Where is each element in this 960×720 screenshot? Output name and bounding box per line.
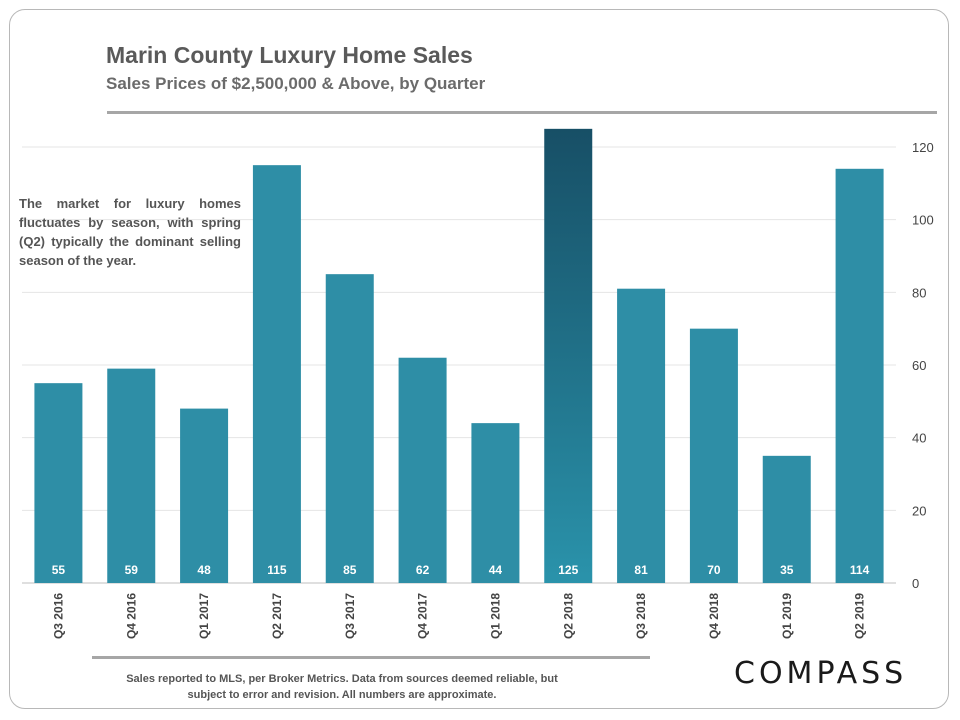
x-tick-label: Q2 2017 [270,593,284,639]
bar [689,328,738,583]
x-tick-label: Q4 2018 [707,593,721,639]
value-label: 59 [125,563,139,577]
value-label: 48 [197,563,211,577]
bar [180,408,229,583]
bar [398,357,447,583]
x-axis-ticks: Q3 2016 Q4 2016 Q1 2017 Q2 2017 Q3 2017 Q4 20… [51,593,866,639]
bars [34,128,884,584]
bar [762,455,811,583]
value-label: 55 [52,563,66,577]
value-label: 81 [634,563,648,577]
value-label: 125 [558,563,578,577]
x-tick-label: Q1 2019 [780,593,794,639]
value-label: 115 [267,563,287,577]
source-footnote: Sales reported to MLS, per Broker Metric… [92,671,592,703]
footnote-line-2: subject to error and revision. All numbe… [187,689,497,701]
chart-subtitle: Sales Prices of $2,500,000 & Above, by Q… [106,74,486,93]
y-tick-label: 120 [912,140,934,155]
y-tick-label: 20 [912,503,926,518]
bar [107,368,156,583]
bar [34,383,83,583]
slide-card [9,9,949,709]
x-tick-label: Q4 2016 [124,593,138,639]
y-tick-label: 80 [912,285,926,300]
x-tick-label: Q3 2017 [343,593,357,639]
chart-title: Marin County Luxury Home Sales [106,42,473,68]
value-label: 44 [489,563,503,577]
bar [252,165,301,583]
value-label: 35 [780,563,794,577]
bar [617,288,666,583]
x-tick-label: Q1 2018 [488,593,502,639]
value-label: 85 [343,563,357,577]
y-tick-label: 0 [912,576,919,591]
gridlines [22,146,896,584]
y-tick-label: 60 [912,358,926,373]
compass-logo: COMPASS [734,656,908,691]
bar [325,274,374,583]
x-tick-label: Q2 2018 [561,593,575,639]
x-tick-label: Q1 2017 [197,593,211,639]
x-tick-label: Q2 2019 [853,593,867,639]
header-divider [107,111,937,114]
y-tick-label: 40 [912,431,926,446]
footnote-line-1: Sales reported to MLS, per Broker Metric… [126,673,558,685]
value-label: 114 [850,563,870,577]
bar [835,168,884,584]
x-tick-label: Q3 2016 [51,593,65,639]
value-label: 62 [416,563,430,577]
bar [471,423,520,583]
chart-annotation: The market for luxury homes fluctuates b… [19,196,241,268]
value-label: 70 [707,563,721,577]
x-tick-label: Q3 2018 [634,593,648,639]
footer-divider [92,656,650,659]
x-tick-label: Q4 2017 [416,593,430,639]
y-tick-label: 100 [912,213,934,228]
bar [544,128,593,584]
value-labels: 55 59 48 115 85 62 44 125 81 70 35 114 [52,563,870,577]
y-axis-ticks: 0 20 40 60 80 100 120 [912,140,934,591]
